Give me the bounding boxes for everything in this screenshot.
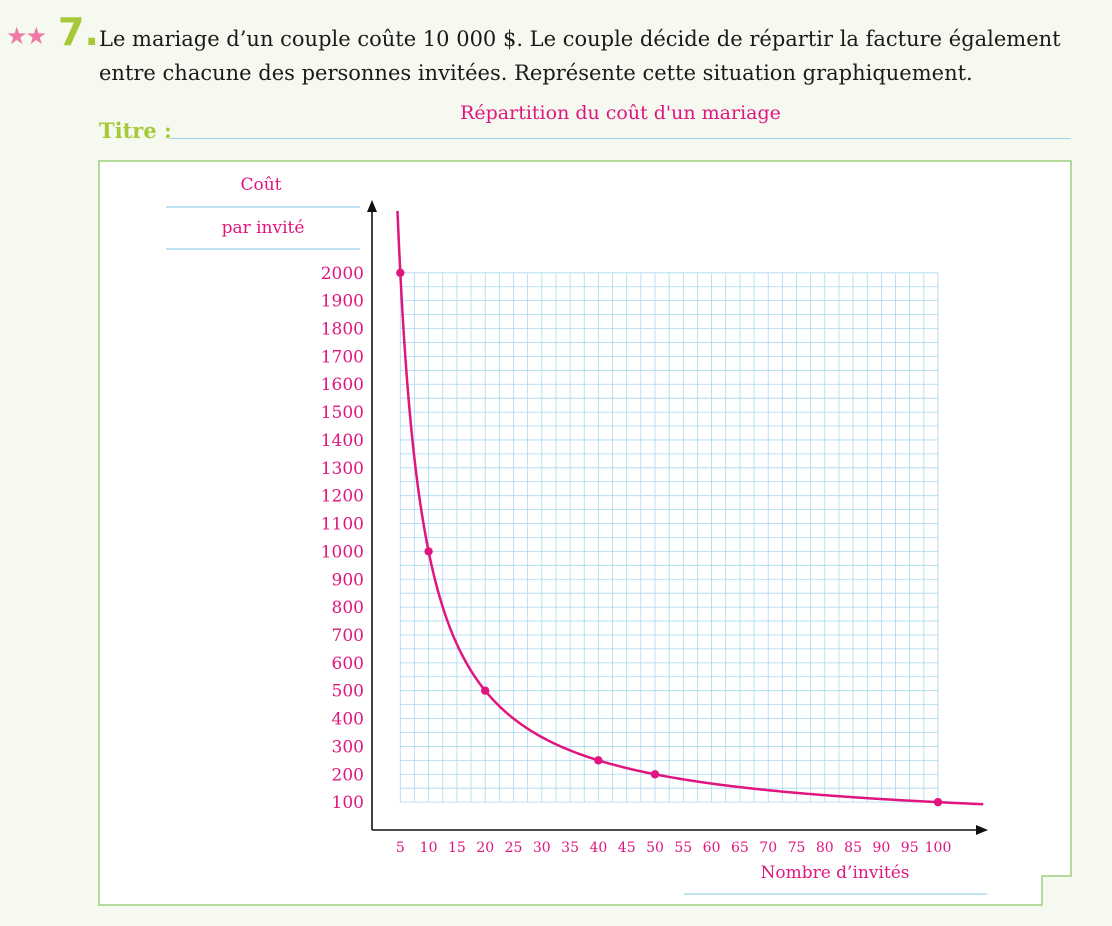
y-tick-label: 200 [332,765,364,785]
x-tick-label: 80 [816,840,834,856]
x-tick-label: 40 [589,840,607,856]
y-tick-label: 1300 [321,459,364,479]
x-tick-label: 5 [396,840,405,856]
data-point [424,547,433,556]
y-tick-label: 500 [332,682,364,702]
series-points [396,268,943,807]
x-tick-label: 50 [646,840,664,856]
chart-grid [399,272,939,803]
x-tick-label: 65 [731,840,749,856]
series-curve [396,210,984,806]
y-tick-label: 1900 [321,292,364,312]
x-tick-label: 55 [674,840,692,856]
question-number: 7. [58,10,99,54]
y-tick-label: 900 [332,570,364,590]
x-tick-label: 95 [901,840,919,856]
x-tick-label: 20 [476,840,494,856]
y-tick-label: 100 [332,793,364,813]
data-point [933,797,943,807]
chart-frame [98,160,1072,906]
y-tick-label: 2000 [321,264,364,284]
x-tick-label: 30 [533,840,551,856]
y-tick-label: 1500 [321,403,364,423]
y-tick-labels: 100 200 300 400 500 600 700 800 900 1000 1100 1200 1… [321,264,364,813]
axis-labels: Coût par invité Nombre d’invités [166,175,987,895]
y-tick-label: 300 [332,737,364,757]
y-tick-label: 1200 [321,487,364,507]
data-point [650,770,660,779]
x-tick-label: 45 [618,840,636,856]
x-axis-label: Nombre d’invités [760,863,909,883]
y-tick-label: 600 [332,654,364,674]
x-tick-label: 15 [448,840,466,856]
chart-axes [367,200,988,835]
data-point [594,756,603,765]
y-axis-label-line1: Coût [240,175,281,195]
x-tick-labels: 5 10 15 20 25 30 35 40 45 50 55 60 65 70 75 80 85 90 95 100 [396,840,952,856]
title-label: Titre : [99,118,172,143]
data-point [396,268,405,277]
difficulty-stars: ★★ [6,22,47,50]
x-tick-label: 85 [844,840,862,856]
x-tick-label: 100 [925,840,952,856]
x-tick-label: 10 [420,840,438,856]
y-tick-label: 800 [332,598,364,618]
y-axis-arrow [367,200,377,212]
x-tick-label: 90 [872,840,890,856]
y-axis-label-line2: par invité [222,218,305,238]
question-text-line2: entre chacune des personnes invitées. Re… [99,61,973,85]
y-tick-label: 1600 [321,375,364,395]
y-tick-label: 400 [332,710,364,730]
y-tick-label: 1400 [321,431,364,451]
question-text-line1: Le mariage d’un couple coûte 10 000 $. L… [99,27,1061,51]
y-tick-label: 1800 [321,320,364,340]
title-underline [170,138,1071,139]
title-value: Répartition du coût d'un mariage [460,102,781,124]
x-tick-label: 75 [788,840,806,856]
x-tick-label: 70 [759,840,777,856]
y-tick-label: 1700 [321,347,364,367]
x-tick-label: 35 [561,840,579,856]
y-tick-label: 1000 [321,542,364,562]
question-text: Le mariage d’un couple coûte 10 000 $. L… [99,22,1089,90]
x-tick-label: 25 [505,840,523,856]
y-tick-label: 1100 [321,515,364,535]
x-axis-arrow [976,825,988,835]
data-point [481,686,490,695]
y-tick-label: 700 [332,626,364,646]
x-tick-label: 60 [703,840,721,856]
